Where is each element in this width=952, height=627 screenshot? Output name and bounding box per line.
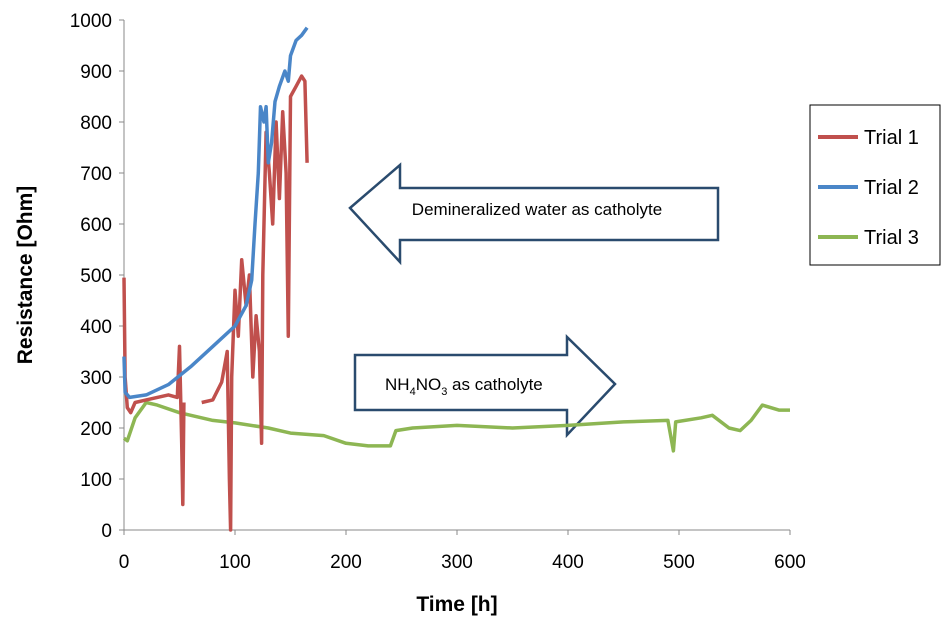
annotation-right-arrow: NH4NO3 as catholyte bbox=[353, 334, 617, 439]
y-tick-label: 200 bbox=[80, 419, 112, 440]
y-tick-label: 1000 bbox=[70, 11, 112, 32]
x-tick-label: 300 bbox=[441, 552, 473, 573]
annotation-text: Demineralized water as catholyte bbox=[412, 200, 662, 219]
y-tick-label: 600 bbox=[80, 215, 112, 236]
annotation-text: NH4NO3 as catholyte bbox=[385, 375, 543, 398]
x-tick-label: 500 bbox=[663, 552, 695, 573]
annotation-part: NH bbox=[385, 375, 410, 394]
y-tick-label: 300 bbox=[80, 368, 112, 389]
legend-label: Trial 3 bbox=[864, 227, 919, 249]
annotation-part: as catholyte bbox=[447, 375, 542, 394]
y-tick-label: 0 bbox=[101, 521, 112, 542]
x-tick-label: 400 bbox=[552, 552, 584, 573]
annotation-part: 4 bbox=[410, 386, 416, 398]
x-tick-label: 200 bbox=[330, 552, 362, 573]
y-tick-label: 100 bbox=[80, 470, 112, 491]
y-tick-label: 700 bbox=[80, 164, 112, 185]
y-tick-label: 500 bbox=[80, 266, 112, 287]
y-axis-title: Resistance [Ohm] bbox=[14, 186, 37, 365]
x-axis-title: Time [h] bbox=[416, 593, 497, 616]
annotation-part: Demineralized water as catholyte bbox=[412, 200, 662, 219]
annotation-left-arrow: Demineralized water as catholyte bbox=[348, 162, 720, 266]
legend-label: Trial 1 bbox=[864, 127, 919, 149]
data-line bbox=[122, 74, 309, 532]
arrow-shape bbox=[353, 334, 617, 439]
annotation-part: NO bbox=[416, 375, 442, 394]
x-tick-label: 0 bbox=[119, 552, 130, 573]
x-tick-label: 600 bbox=[774, 552, 806, 573]
y-tick-label: 800 bbox=[80, 113, 112, 134]
y-tick-label: 900 bbox=[80, 62, 112, 83]
x-tick-label: 100 bbox=[219, 552, 251, 573]
annotation-part: 3 bbox=[441, 386, 447, 398]
data-line bbox=[122, 26, 309, 400]
legend-label: Trial 2 bbox=[864, 177, 919, 199]
y-tick-label: 400 bbox=[80, 317, 112, 338]
arrow-shape bbox=[348, 162, 720, 266]
